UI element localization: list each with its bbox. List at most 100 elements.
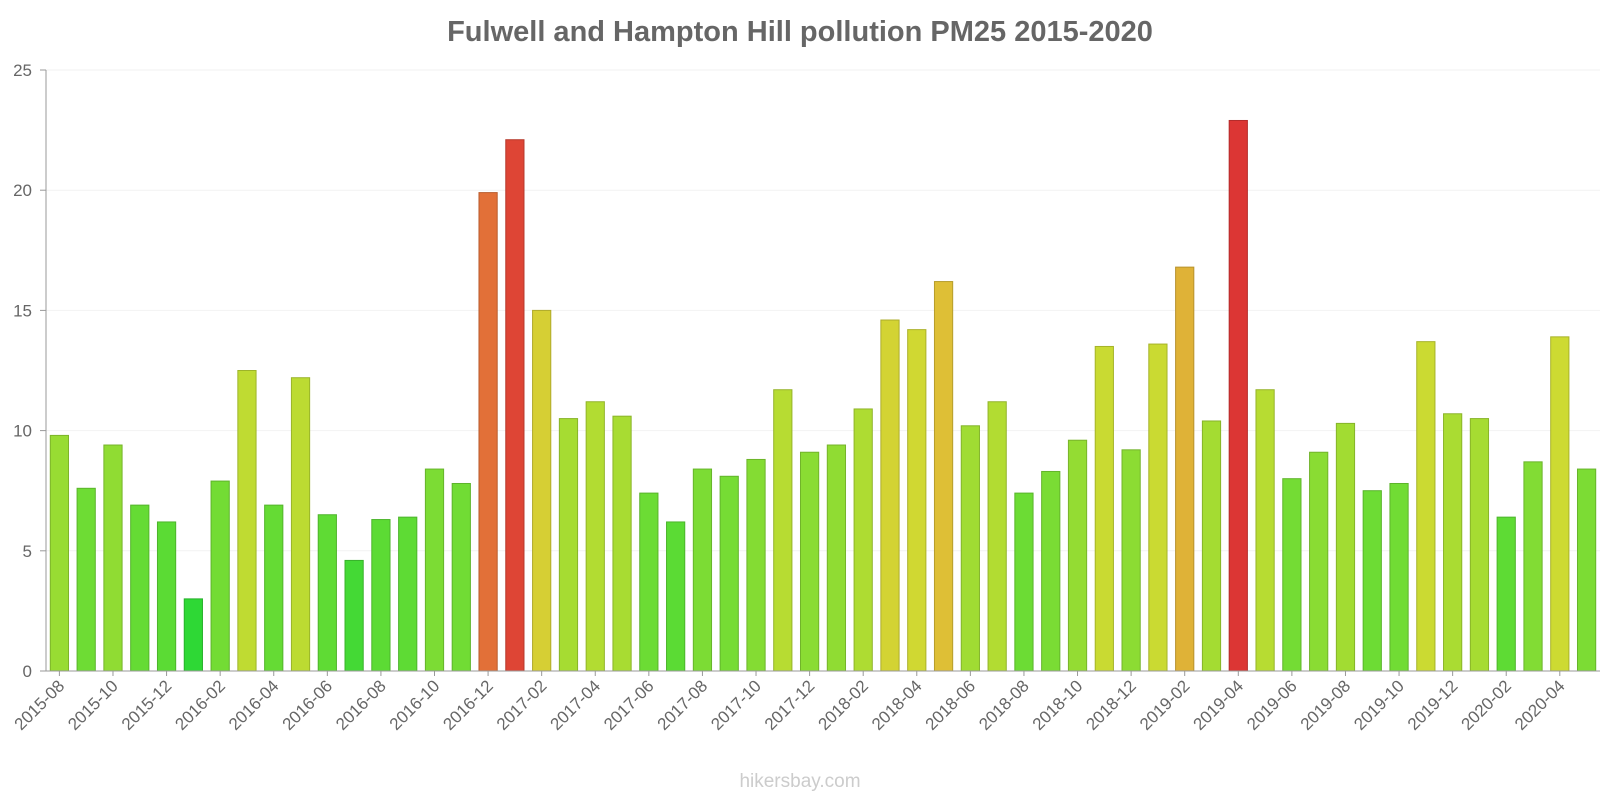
- x-tick-label: 2020-04: [1511, 676, 1569, 734]
- bar-2018-02[interactable]: [853, 408, 873, 672]
- y-tick-label: 25: [13, 61, 32, 80]
- bar-2019-09[interactable]: [1362, 490, 1382, 672]
- bar-2019-06[interactable]: [1282, 478, 1302, 672]
- bar-2017-04[interactable]: [585, 401, 605, 672]
- y-tick-label: 5: [23, 542, 32, 561]
- x-tick-label: 2019-04: [1190, 676, 1248, 734]
- bar-2016-08[interactable]: [371, 519, 391, 672]
- bar-2019-02[interactable]: [1175, 266, 1195, 672]
- x-tick-label: 2019-08: [1297, 676, 1355, 734]
- bar-2019-07[interactable]: [1309, 451, 1329, 672]
- x-tick-label: 2019-06: [1243, 676, 1301, 734]
- x-tick-label: 2017-10: [707, 676, 765, 734]
- bar-2017-12[interactable]: [799, 451, 820, 672]
- y-tick-label: 10: [13, 422, 32, 441]
- x-tick-label: 2018-08: [975, 676, 1033, 734]
- x-tick-label: 2018-12: [1082, 676, 1140, 734]
- bar-2017-09[interactable]: [719, 475, 739, 672]
- bar-2019-10[interactable]: [1389, 482, 1409, 672]
- bar-2019-04[interactable]: [1228, 119, 1248, 672]
- bar-2017-03[interactable]: [558, 418, 579, 672]
- bar-2016-09[interactable]: [398, 516, 418, 672]
- x-tick-label: 2016-10: [386, 676, 444, 734]
- bar-2017-02[interactable]: [532, 309, 552, 672]
- bar-2015-11[interactable]: [130, 504, 150, 672]
- bar-2020-03[interactable]: [1523, 461, 1543, 672]
- axes: [45, 70, 1600, 672]
- bar-2016-06[interactable]: [317, 514, 337, 672]
- x-tick-label: 2016-04: [225, 676, 283, 734]
- bar-2018-06[interactable]: [960, 425, 980, 672]
- x-tick-label: 2019-12: [1404, 676, 1462, 734]
- x-tick-labels: 2015-082015-102015-122016-022016-042016-…: [11, 671, 1569, 734]
- x-tick-label: 2017-06: [600, 676, 658, 734]
- x-tick-label: 2016-02: [171, 676, 229, 734]
- bar-2017-08[interactable]: [692, 468, 713, 672]
- bar-2019-05[interactable]: [1255, 389, 1275, 672]
- bar-2018-07[interactable]: [987, 401, 1007, 672]
- bar-2017-01[interactable]: [505, 139, 525, 672]
- y-tick-label: 0: [23, 662, 32, 681]
- watermark: hikersbay.com: [739, 771, 861, 792]
- bar-2019-12[interactable]: [1443, 413, 1463, 672]
- chart-title: Fulwell and Hampton Hill pollution PM25 …: [447, 16, 1153, 48]
- x-tick-label: 2016-12: [439, 676, 497, 734]
- x-tick-label: 2017-12: [761, 676, 819, 734]
- x-tick-label: 2018-04: [868, 676, 926, 734]
- bar-2017-10[interactable]: [746, 458, 766, 672]
- x-tick-label: 2018-06: [922, 676, 980, 734]
- x-tick-label: 2016-06: [279, 676, 337, 734]
- bar-2017-07[interactable]: [666, 521, 686, 672]
- bar-2015-10[interactable]: [103, 444, 123, 672]
- bar-2018-11[interactable]: [1094, 345, 1114, 672]
- bar-2016-04[interactable]: [264, 504, 284, 672]
- bar-2020-04[interactable]: [1550, 336, 1570, 672]
- x-tick-label: 2020-02: [1458, 676, 1516, 734]
- bar-2018-12[interactable]: [1121, 449, 1141, 672]
- bar-2018-04[interactable]: [907, 329, 927, 672]
- bar-2016-10[interactable]: [424, 468, 445, 672]
- bar-2015-12[interactable]: [156, 521, 177, 672]
- bar-2017-06[interactable]: [639, 492, 659, 672]
- bar-2018-08[interactable]: [1014, 492, 1034, 672]
- bar-2020-02[interactable]: [1496, 516, 1516, 672]
- x-tick-label: 2019-02: [1136, 676, 1194, 734]
- bar-2019-11[interactable]: [1416, 341, 1436, 672]
- x-tick-label: 2015-12: [118, 676, 176, 734]
- bar-2020-01[interactable]: [1469, 418, 1490, 672]
- bar-2019-08[interactable]: [1335, 422, 1356, 672]
- x-tick-label: 2015-08: [11, 676, 69, 734]
- bars: [49, 119, 1597, 672]
- bar-2016-03[interactable]: [237, 370, 257, 672]
- bar-2018-05[interactable]: [933, 281, 954, 672]
- bar-2018-03[interactable]: [880, 319, 900, 672]
- bar-2015-09[interactable]: [76, 487, 96, 672]
- x-tick-label: 2018-02: [814, 676, 872, 734]
- x-tick-label: 2018-10: [1029, 676, 1087, 734]
- x-tick-label: 2017-08: [654, 676, 712, 734]
- bar-2016-12[interactable]: [478, 192, 498, 672]
- x-tick-label: 2016-08: [332, 676, 390, 734]
- bar-2019-03[interactable]: [1201, 420, 1222, 672]
- bar-2018-01[interactable]: [826, 444, 847, 672]
- bar-2016-07[interactable]: [344, 559, 364, 672]
- x-tick-label: 2017-02: [493, 676, 551, 734]
- bar-2018-09[interactable]: [1041, 470, 1061, 672]
- bar-2020-05[interactable]: [1576, 468, 1597, 672]
- bar-2018-10[interactable]: [1067, 439, 1088, 672]
- bar-2019-01[interactable]: [1148, 343, 1168, 672]
- bar-2017-11[interactable]: [773, 389, 793, 672]
- x-tick-label: 2017-04: [547, 676, 605, 734]
- bar-2016-02[interactable]: [210, 480, 230, 672]
- bar-2015-08[interactable]: [49, 434, 70, 672]
- bar-2016-05[interactable]: [290, 377, 311, 672]
- y-tick-label: 15: [13, 301, 32, 320]
- bar-2016-01[interactable]: [183, 598, 203, 672]
- y-tick-label: 20: [13, 181, 32, 200]
- x-tick-label: 2015-10: [64, 676, 122, 734]
- bar-2017-05[interactable]: [612, 415, 632, 672]
- bar-2016-11[interactable]: [451, 482, 471, 672]
- x-tick-label: 2019-10: [1350, 676, 1408, 734]
- y-tick-labels: 0 5 10 15 20 25: [13, 61, 32, 681]
